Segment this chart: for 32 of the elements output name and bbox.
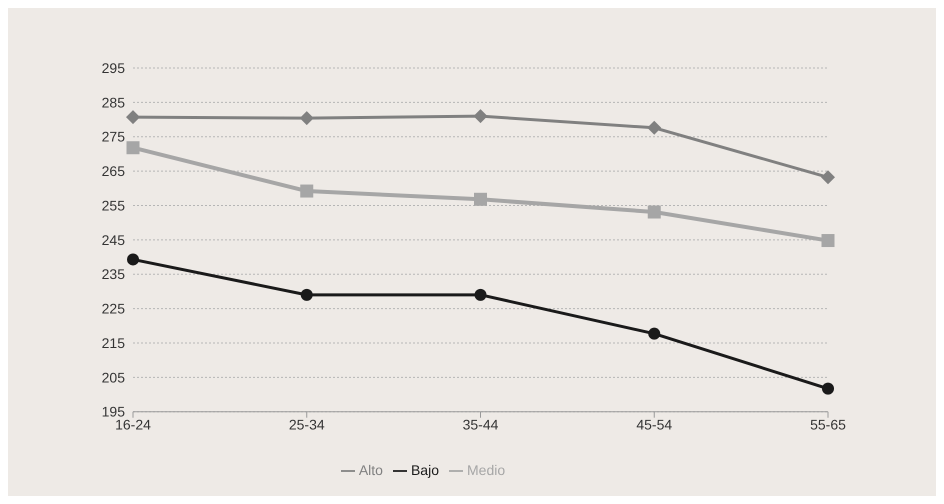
point: [648, 206, 661, 219]
point: [300, 111, 314, 126]
y-tick-label: 255: [102, 197, 126, 214]
point: [126, 141, 140, 154]
point: [474, 288, 486, 301]
y-tick-label: 245: [102, 232, 126, 248]
y-tick-label: 265: [102, 163, 126, 180]
point: [474, 109, 488, 124]
x-tick-label: 45-54: [636, 416, 672, 433]
point: [474, 192, 487, 206]
y-tick-label: 285: [102, 94, 126, 110]
y-tick-label: 235: [102, 266, 126, 282]
point: [821, 170, 835, 184]
legend-label: Alto: [358, 462, 383, 478]
point: [822, 234, 834, 248]
x-tick-label: 35-44: [462, 416, 499, 433]
point: [300, 288, 313, 301]
y-tick-label: 295: [102, 60, 126, 76]
point: [127, 253, 139, 266]
x-tick-label: 25-34: [288, 416, 325, 433]
y-tick-label: 275: [102, 128, 126, 145]
point: [647, 120, 662, 135]
x-tick-label: 55-65: [810, 416, 846, 433]
point: [126, 110, 140, 124]
point: [822, 382, 834, 395]
y-tick-label: 215: [102, 334, 126, 351]
legend-label: Medio: [467, 462, 506, 478]
y-tick-label: 225: [102, 300, 126, 317]
y-tick-label: 205: [102, 369, 126, 386]
point: [648, 328, 660, 340]
legend-label: Bajo: [410, 462, 439, 478]
point: [300, 184, 314, 198]
